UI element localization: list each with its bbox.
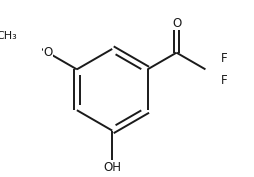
Text: F: F [221,52,227,65]
Text: O: O [43,46,53,59]
Text: F: F [221,74,227,87]
Text: CH₃: CH₃ [0,31,17,41]
Text: OH: OH [103,161,121,174]
Text: O: O [172,17,181,30]
